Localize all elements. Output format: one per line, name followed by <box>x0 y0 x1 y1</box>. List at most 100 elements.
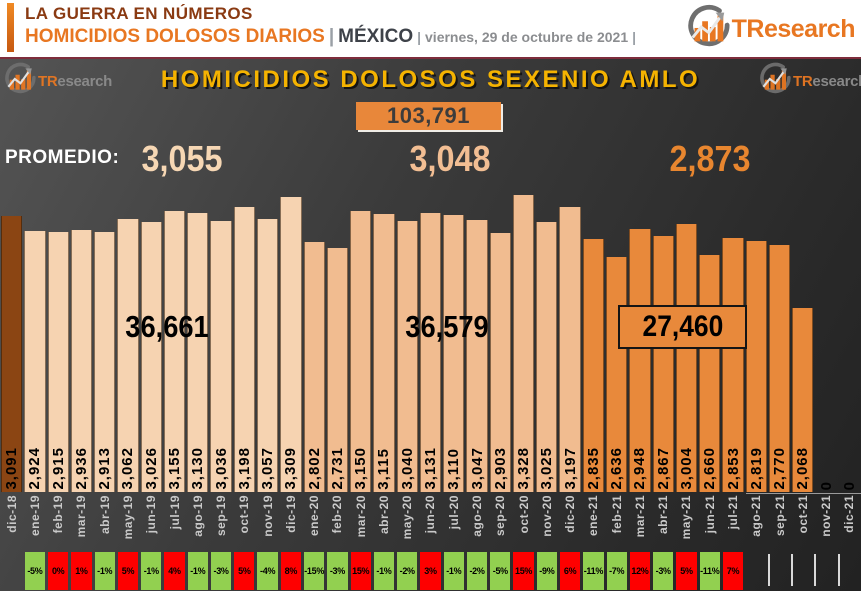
month-label-text: mar-19 <box>74 495 89 538</box>
bar-value-text: 3,197 <box>561 447 579 490</box>
bar-mar-19 <box>70 230 93 492</box>
month-label: nov-19 <box>256 495 279 549</box>
tresearch-logo: TResearch <box>684 4 856 55</box>
bar-ago-21 <box>745 241 767 492</box>
month-label-text: nov-21 <box>819 495 834 537</box>
pct-change-may-19: 5% <box>117 552 139 590</box>
month-label: abr-20 <box>372 495 395 549</box>
month-label: abr-19 <box>93 495 116 549</box>
tresearch-watermark-text: TResearch <box>793 73 861 90</box>
month-label-text: feb-19 <box>51 495 66 534</box>
month-label-text: ene-20 <box>307 495 322 537</box>
month-label: jul-19 <box>163 495 186 549</box>
month-label: may-19 <box>116 495 139 549</box>
bar-value-label: 3,091 <box>0 414 23 490</box>
month-label-text: jul-20 <box>446 495 461 530</box>
bar-value-label: 3,328 <box>512 414 535 490</box>
bar-value-text: 2,802 <box>305 447 323 490</box>
bar-value-label: 2,802 <box>303 414 326 490</box>
pct-change-ago-19: -1% <box>187 552 208 590</box>
bar-nov-20 <box>536 222 558 492</box>
bar-value-label: 3,004 <box>675 414 698 490</box>
accent-stripe <box>7 3 14 52</box>
bar-value-text: 3,057 <box>259 447 277 490</box>
axis-tick <box>791 554 794 586</box>
month-label-text: jun-19 <box>144 495 159 534</box>
month-label: ene-21 <box>582 495 605 549</box>
month-label-text: may-20 <box>400 495 415 540</box>
month-label: may-20 <box>396 495 419 549</box>
month-label-text: sep-21 <box>772 495 787 537</box>
bar-jul-21 <box>722 238 744 492</box>
pct-change-dic-20: 6% <box>559 552 581 590</box>
bar-value-label: 3,026 <box>140 414 163 490</box>
month-label-text: abr-19 <box>97 495 112 535</box>
bar-value-label: 2,948 <box>628 414 651 490</box>
pct-change-ene-19: -5% <box>24 552 46 590</box>
period-total-2021-box: 27,460 <box>618 305 747 349</box>
month-label-text: abr-20 <box>376 495 391 535</box>
month-label: ago-19 <box>186 495 209 549</box>
month-label-text: dic-19 <box>283 495 298 533</box>
pct-change-may-20: -2% <box>397 552 418 590</box>
bar-value-text: 2,913 <box>96 447 114 490</box>
separator: | <box>632 29 637 45</box>
bar-value-label: 3,115 <box>372 414 395 490</box>
period-total-2021: 27,460 <box>642 310 723 343</box>
bar-oct-19 <box>233 207 255 492</box>
month-label-text: mar-20 <box>353 495 368 538</box>
bar-value-text: 2,915 <box>49 447 67 490</box>
bar-may-20 <box>396 221 418 492</box>
bar-ene-19 <box>24 231 46 492</box>
bar-value-label: 2,936 <box>70 414 93 490</box>
bar-may-19 <box>117 219 139 492</box>
separator: | <box>417 29 422 45</box>
bar-value-label: 2,068 <box>791 414 814 490</box>
bar-value-text: 0 <box>817 480 835 490</box>
month-label-text: may-21 <box>679 495 694 540</box>
brand-prefix: TR <box>38 73 58 90</box>
bar-value-label: 3,130 <box>186 414 209 490</box>
pct-change-feb-19: 0% <box>48 552 69 590</box>
bar-value-text: 2,636 <box>608 447 626 490</box>
month-label-text: sep-20 <box>493 495 508 537</box>
pct-change-feb-20: -3% <box>327 552 348 590</box>
month-label: oct-20 <box>512 495 535 549</box>
bar-ene-21 <box>582 239 605 492</box>
bar-feb-19 <box>47 232 69 492</box>
bar-value-label: 2,835 <box>582 414 605 490</box>
bar-sep-21 <box>768 245 791 492</box>
bar-value-label: 2,867 <box>652 414 675 490</box>
bar-value-label: 3,047 <box>465 414 488 490</box>
pct-change-sep-20: -5% <box>490 552 511 590</box>
pct-change-oct-19: 5% <box>234 552 255 590</box>
month-label-text: nov-19 <box>260 495 275 537</box>
pct-change-mar-21: 12% <box>629 552 651 590</box>
bar-feb-20 <box>326 248 349 492</box>
bar-value-text: 3,328 <box>515 447 533 490</box>
bar-jul-19 <box>163 211 186 492</box>
bar-abr-20 <box>373 214 395 492</box>
bar-value-text: 3,198 <box>235 447 253 490</box>
header: LA GUERRA EN NÚMEROS HOMICIDIOS DOLOSOS … <box>0 0 861 57</box>
bar-dic-19 <box>280 197 302 492</box>
brand-prefix: TR <box>793 73 813 90</box>
month-label: ago-21 <box>745 495 768 549</box>
bar-value-text: 2,835 <box>584 447 602 490</box>
month-label-text: nov-20 <box>539 495 554 537</box>
month-label-text: ago-19 <box>190 495 205 537</box>
month-label: may-21 <box>675 495 698 549</box>
bar-ago-20 <box>466 220 488 492</box>
bar-value-label: 3,036 <box>209 414 232 490</box>
bar-value-label: 3,025 <box>535 414 558 490</box>
bar-value-label: 2,913 <box>93 414 116 490</box>
month-label: jul-20 <box>442 495 465 549</box>
month-label-text: sep-19 <box>214 495 229 537</box>
bar-value-label: 2,853 <box>721 414 744 490</box>
bar-value-label: 3,131 <box>419 414 442 490</box>
pct-change-ene-20: -15% <box>304 552 324 590</box>
bar-sep-19 <box>210 221 232 492</box>
average-sexenio-3: 2,873 <box>669 138 751 179</box>
bar-value-text: 2,867 <box>654 447 672 490</box>
pct-change-abr-19: -1% <box>94 552 115 590</box>
